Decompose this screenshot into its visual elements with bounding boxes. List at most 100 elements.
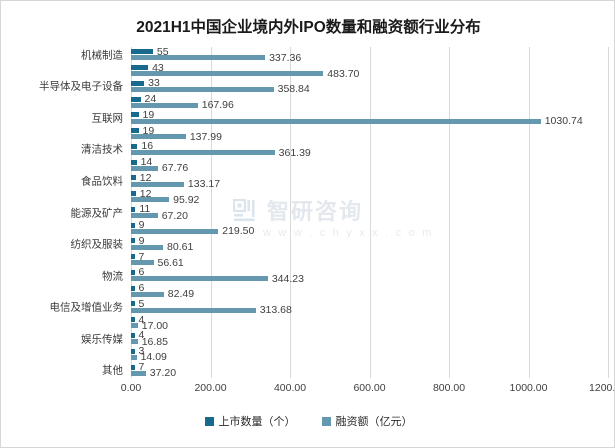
- bar-count[interactable]: [131, 254, 135, 260]
- chart-title: 2021H1中国企业境内外IPO数量和融资额行业分布: [136, 19, 481, 36]
- bar-funding[interactable]: [131, 260, 154, 266]
- bar-funding[interactable]: [131, 291, 164, 297]
- gridline: [131, 47, 132, 378]
- bar-group: 5 313.68: [131, 298, 608, 316]
- bar-count-label: 12: [139, 171, 152, 184]
- bar-funding[interactable]: [131, 213, 158, 219]
- bar-count[interactable]: [131, 128, 139, 134]
- bar-count[interactable]: [131, 191, 136, 197]
- y-axis-category-label: 机械制造: [81, 49, 123, 62]
- bar-count[interactable]: [131, 332, 135, 338]
- x-axis-tick: 600.00: [353, 382, 386, 394]
- bar-group: 9 219.50: [131, 219, 608, 237]
- bar-funding-label: 167.96: [201, 99, 234, 112]
- bar-count[interactable]: [131, 269, 135, 275]
- bar-count-label: 16: [141, 140, 154, 153]
- bar-funding-label: 313.68: [259, 303, 292, 316]
- bar-count[interactable]: [131, 222, 135, 228]
- legend-swatch-icon: [321, 416, 331, 426]
- bar-count[interactable]: [131, 80, 145, 86]
- bar-funding[interactable]: [131, 228, 219, 234]
- bar-count[interactable]: [131, 49, 153, 55]
- y-axis-category-label: 半导体及电子设备: [39, 80, 123, 93]
- chart-legend: 上市数量（个） 融资额（亿元）: [1, 413, 614, 429]
- bar-funding-label: 337.36: [269, 51, 302, 64]
- bar-count[interactable]: [131, 348, 135, 354]
- bar-count[interactable]: [131, 159, 137, 165]
- bar-funding[interactable]: [131, 118, 541, 124]
- legend-swatch-icon: [204, 416, 214, 426]
- y-axis-category-label: 其他: [102, 364, 123, 377]
- bar-funding-label: 358.84: [277, 83, 310, 96]
- bar-funding[interactable]: [131, 307, 256, 313]
- bar-group: 24 167.96: [131, 92, 608, 112]
- bar-funding[interactable]: [131, 197, 170, 203]
- y-axis-category-label: 食品饮料: [81, 175, 123, 188]
- bar-funding-label: 17.00: [141, 319, 169, 332]
- legend-label: 融资额（亿元）: [335, 416, 413, 428]
- x-axis-tick: 800.00: [432, 382, 466, 394]
- bar-funding[interactable]: [131, 354, 137, 360]
- gridline: [210, 47, 212, 378]
- bar-group: 16 361.39: [131, 140, 608, 158]
- bar-funding-label: 80.61: [167, 240, 194, 253]
- bar-count-label: 24: [144, 92, 157, 105]
- bar-count[interactable]: [131, 112, 139, 118]
- y-axis-labels: 机械制造 半导体及电子设备 互联网 清洁技术 食品饮料 能源及矿产 纺织及服装 物流 电信及增值…: [1, 47, 127, 378]
- bar-funding-label: 56.61: [157, 256, 184, 269]
- bar-count-label: 4: [138, 329, 145, 342]
- bar-count[interactable]: [131, 96, 141, 102]
- y-axis-category-label: 纺织及服装: [70, 238, 124, 251]
- bar-funding-label: 133.17: [187, 177, 221, 190]
- bar-funding-label: 67.76: [161, 162, 189, 175]
- gridline: [449, 47, 450, 378]
- bar-group: 14 67.76: [131, 156, 608, 175]
- bar-funding[interactable]: [131, 71, 324, 77]
- bar-count[interactable]: [131, 238, 135, 244]
- y-axis-category-label: 电信及增值业务: [49, 301, 124, 314]
- x-axis-tick: 200.00: [194, 382, 227, 394]
- bar-funding[interactable]: [131, 181, 184, 187]
- bar-funding-label: 137.99: [189, 130, 222, 143]
- bar-group: 7 56.61: [131, 250, 608, 269]
- bar-funding[interactable]: [131, 323, 138, 329]
- bar-group: 12 95.92: [131, 187, 608, 206]
- bar-count[interactable]: [131, 364, 135, 370]
- bar-funding[interactable]: [131, 244, 164, 250]
- bar-group: 33 358.84: [131, 77, 608, 96]
- bar-funding-label: 483.70: [327, 67, 360, 80]
- bar-count[interactable]: [131, 65, 149, 71]
- bar-funding-label: 67.20: [161, 209, 188, 222]
- bar-count-label: 6: [138, 281, 145, 294]
- bar-count[interactable]: [131, 175, 136, 181]
- bar-group: 6 344.23: [131, 266, 608, 285]
- bar-funding[interactable]: [131, 134, 186, 140]
- bar-funding[interactable]: [131, 339, 138, 345]
- bar-count[interactable]: [131, 285, 135, 291]
- bar-funding[interactable]: [131, 165, 158, 171]
- legend-item[interactable]: 上市数量（个）: [204, 413, 296, 429]
- bar-funding[interactable]: [131, 102, 198, 108]
- y-axis-category-label: 能源及矿产: [70, 207, 124, 219]
- bar-funding[interactable]: [131, 150, 275, 156]
- bar-count[interactable]: [131, 301, 135, 307]
- legend-item[interactable]: 融资额（亿元）: [321, 413, 413, 429]
- bar-funding[interactable]: [131, 55, 266, 61]
- bar-group: 7 37.20: [131, 361, 608, 379]
- bar-group: 4 17.00: [131, 313, 608, 332]
- bar-count[interactable]: [131, 317, 135, 323]
- bar-funding[interactable]: [131, 370, 146, 376]
- bar-funding[interactable]: [131, 276, 268, 282]
- bar-count[interactable]: [131, 143, 138, 149]
- bar-funding-label: 344.23: [271, 272, 304, 285]
- bar-count-label: 19: [142, 108, 155, 121]
- bar-funding[interactable]: [131, 86, 274, 92]
- bar-count[interactable]: [131, 206, 136, 212]
- bar-count-label: 33: [148, 77, 160, 90]
- bar-funding-label: 95.92: [173, 193, 200, 206]
- bar-group: 4 16.85: [131, 329, 608, 347]
- bar-funding-label: 1030.74: [544, 114, 583, 127]
- bar-count-label: 7: [138, 250, 145, 263]
- x-axis-labels: 0.00 200.00 400.00 600.00 800.00 1000.00 1200.…: [121, 378, 614, 398]
